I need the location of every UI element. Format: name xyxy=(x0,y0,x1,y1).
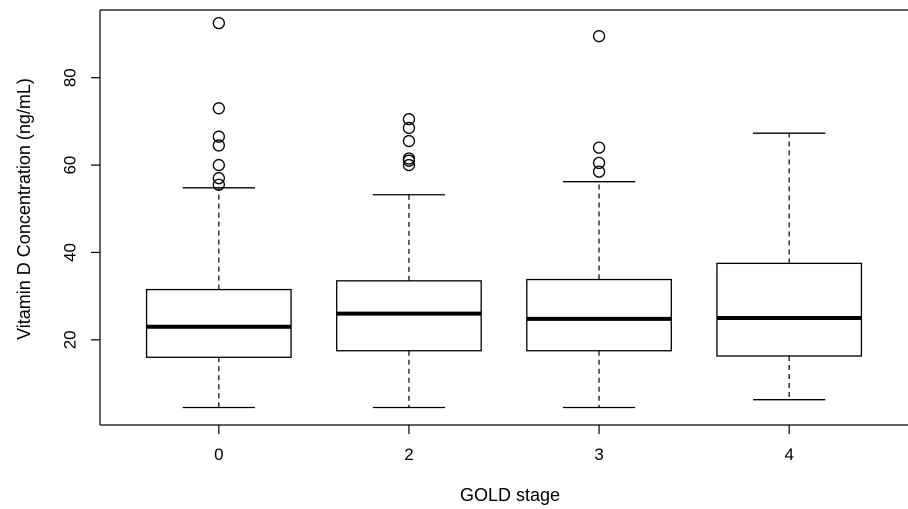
outlier-point xyxy=(402,152,416,165)
outlier-point xyxy=(592,165,606,178)
outlier-point xyxy=(212,172,225,185)
outlier-point xyxy=(402,134,416,148)
outlier-point xyxy=(212,139,225,152)
x-tick-label: 3 xyxy=(594,445,603,464)
plot-area xyxy=(145,16,863,409)
outlier-point xyxy=(212,16,225,30)
box xyxy=(336,280,482,352)
box-group-2 xyxy=(336,113,482,409)
box-group-3 xyxy=(526,30,672,409)
box xyxy=(716,262,863,357)
x-axis-title: GOLD stage xyxy=(460,485,560,505)
y-tick-label: 80 xyxy=(61,68,80,87)
y-tick-label: 60 xyxy=(61,156,80,175)
outlier-point xyxy=(212,102,225,115)
outlier-point xyxy=(212,178,225,191)
outlier-point xyxy=(592,30,606,43)
outlier-point xyxy=(402,121,416,135)
outlier-point xyxy=(592,141,606,154)
outlier-point xyxy=(402,158,416,172)
outlier-point xyxy=(212,158,225,172)
x-tick-label: 2 xyxy=(404,445,413,464)
box-group-0 xyxy=(145,16,292,409)
x-tick-label: 0 xyxy=(214,445,223,464)
y-tick-label: 20 xyxy=(61,330,80,349)
outlier-point xyxy=(402,113,416,126)
outlier-point xyxy=(592,156,606,170)
box xyxy=(145,288,292,358)
y-axis-title: Vitamin D Concentration (ng/mL) xyxy=(14,78,34,340)
y-tick-label: 40 xyxy=(61,243,80,262)
box-group-4 xyxy=(716,132,863,401)
box xyxy=(526,278,672,352)
x-tick-label: 4 xyxy=(784,445,793,464)
outlier-point xyxy=(212,130,225,143)
axes: 20 40 60 80 0 2 3 4 xyxy=(61,9,908,464)
